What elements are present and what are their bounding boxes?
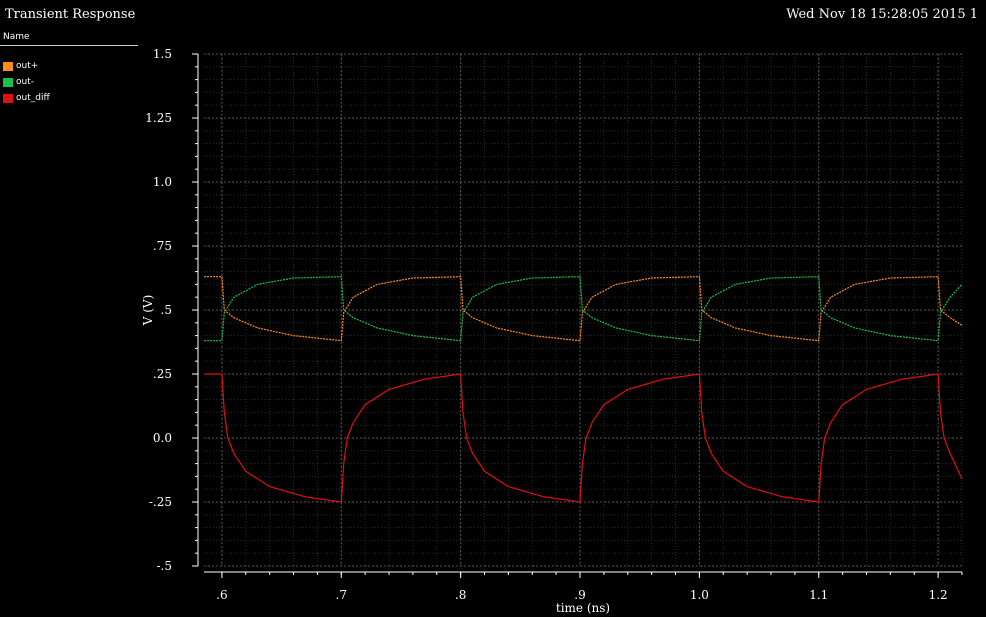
legend-item-out-minus[interactable]: out- <box>0 74 138 90</box>
legend-swatch-out-diff <box>3 93 13 103</box>
datestamp: Wed Nov 18 15:28:05 2015 1 <box>786 7 978 22</box>
x-tick-label: 1.0 <box>690 588 709 602</box>
x-tick-labels: .6 .7 .8 .9 1.0 1.1 1.2 <box>216 588 947 602</box>
y-axis-label: V (V) <box>141 295 155 327</box>
y-tick-label: .75 <box>153 239 172 253</box>
legend-label-out-diff: out_diff <box>16 93 50 103</box>
series-line-out-plus[interactable] <box>204 276 963 342</box>
x-axis-label: time (ns) <box>556 601 610 615</box>
legend-label-out-minus: out- <box>16 77 34 87</box>
grid <box>204 53 963 567</box>
series-lines <box>204 276 963 503</box>
legend-item-out-plus[interactable]: out+ <box>0 58 138 74</box>
axes <box>192 53 963 578</box>
y-tick-label: -.25 <box>149 495 172 509</box>
legend-panel: Name out+ out- out_diff <box>0 30 138 106</box>
y-tick-label: 1.25 <box>145 111 172 125</box>
y-tick-label: .25 <box>153 367 172 381</box>
legend-header: Name <box>0 30 138 46</box>
plot-title: Transient Response <box>5 7 136 22</box>
y-tick-labels: 1.5 1.25 1.0 .75 .5 .25 0.0 -.25 -.5 <box>145 47 172 573</box>
x-tick-label: 1.2 <box>929 588 948 602</box>
x-tick-label: .9 <box>574 588 585 602</box>
x-tick-label: 1.1 <box>809 588 828 602</box>
y-tick-label: 1.0 <box>153 175 172 189</box>
x-tick-label: .6 <box>216 588 227 602</box>
series-line-out-minus[interactable] <box>204 276 963 342</box>
y-tick-label: 0.0 <box>153 431 172 445</box>
x-tick-label: .8 <box>455 588 466 602</box>
legend-swatch-out-minus <box>3 77 13 87</box>
y-tick-label: .5 <box>161 303 172 317</box>
legend-item-out-diff[interactable]: out_diff <box>0 90 138 106</box>
legend-label-out-plus: out+ <box>16 61 39 71</box>
legend-swatch-out-plus <box>3 61 13 71</box>
series-line-out-diff[interactable] <box>204 373 963 503</box>
x-tick-label: .7 <box>336 588 347 602</box>
y-tick-label: -.5 <box>156 559 172 573</box>
y-tick-label: 1.5 <box>153 47 172 61</box>
